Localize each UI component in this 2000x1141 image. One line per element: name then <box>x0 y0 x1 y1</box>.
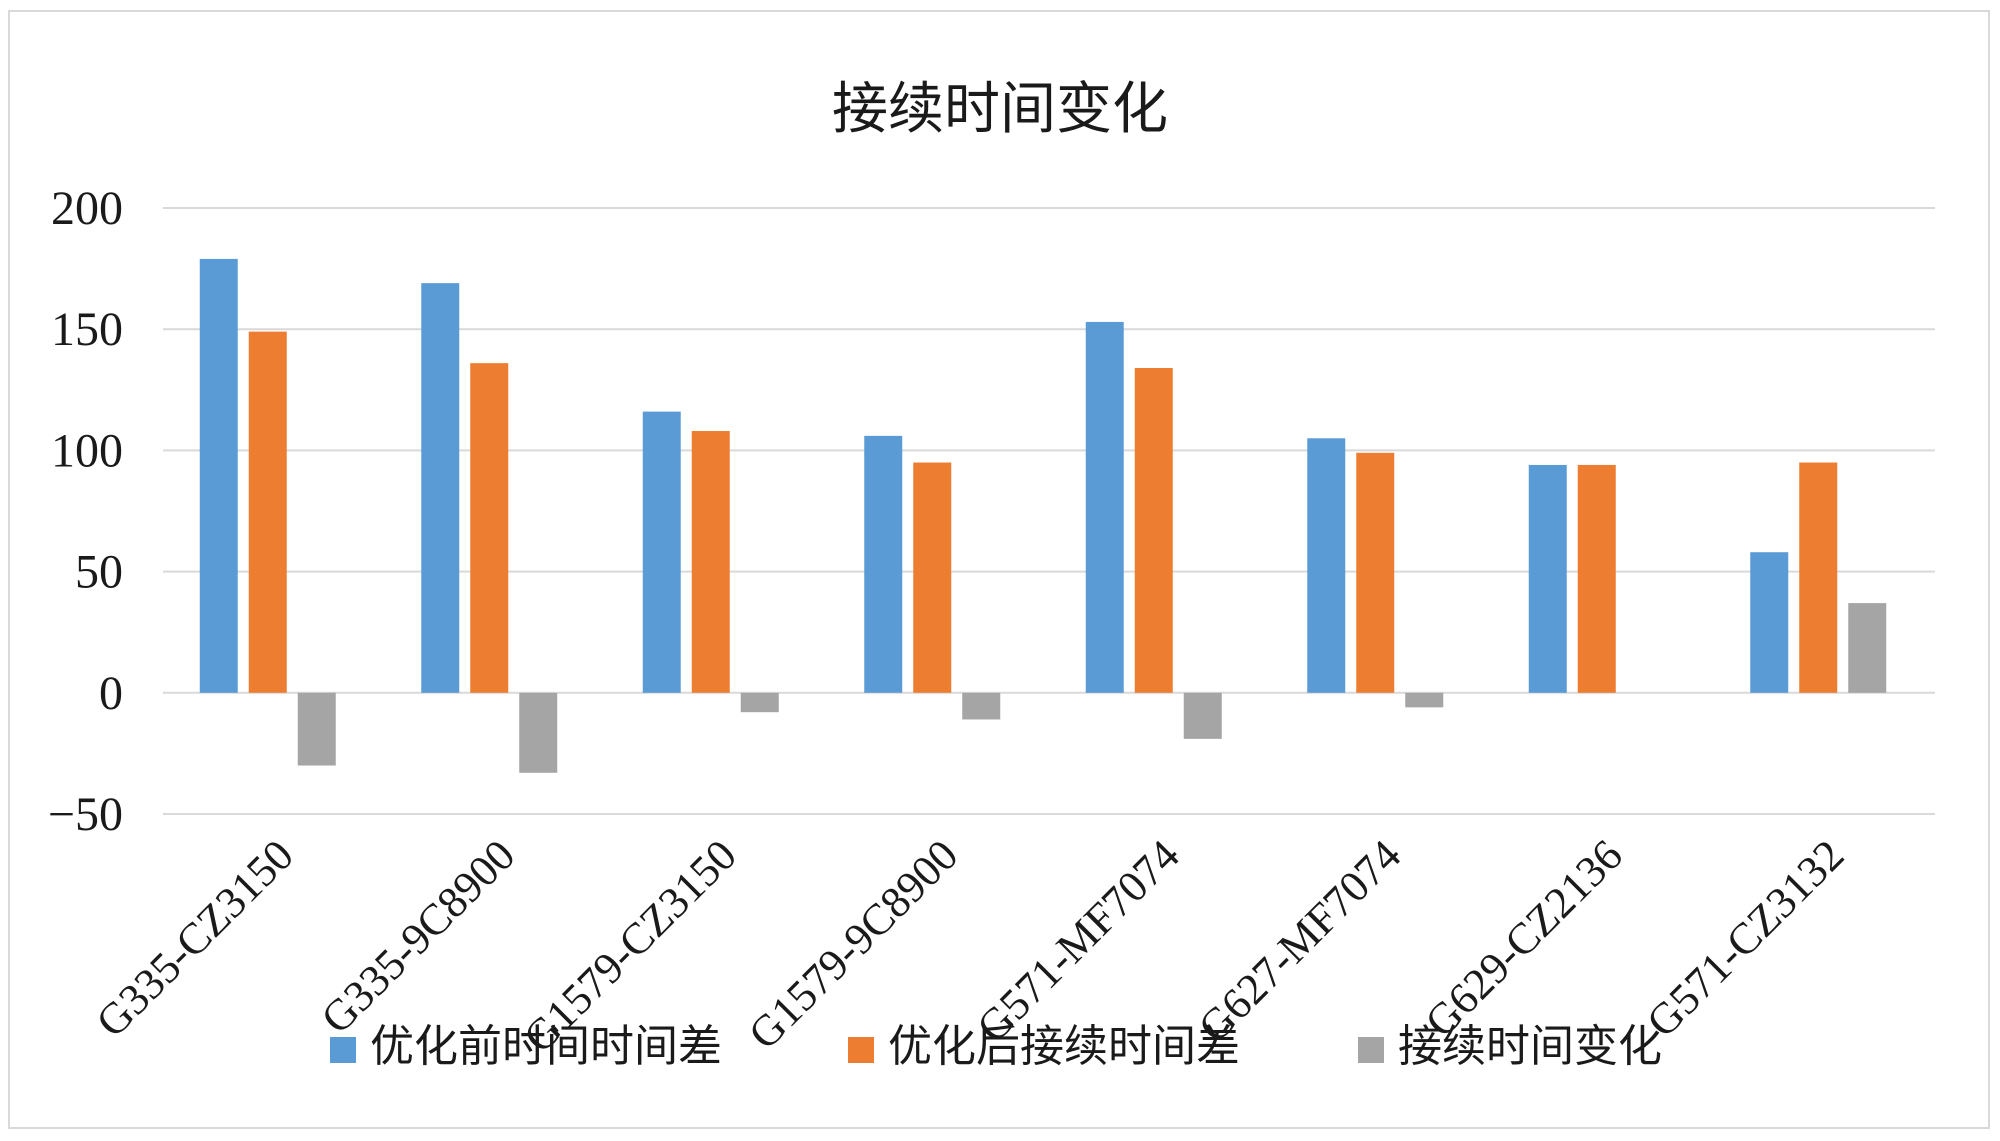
y-axis-tick-labels: 200 150 100 50 0 −50 <box>48 182 123 841</box>
bar <box>1799 462 1838 693</box>
chart-title: 接续时间变化 <box>832 79 1168 141</box>
x-category-label: G629-CZ2136 <box>1416 830 1632 1046</box>
chart-frame <box>8 10 1990 1129</box>
bar <box>642 411 681 693</box>
bar <box>248 331 287 693</box>
bar <box>1848 603 1887 693</box>
legend-label: 优化后接续时间差 <box>888 1022 1240 1071</box>
legend-label: 接续时间变化 <box>1398 1022 1662 1071</box>
legend-swatch <box>330 1037 356 1063</box>
bars <box>199 258 1887 773</box>
y-tick-label: 50 <box>75 546 123 599</box>
y-tick-label: 200 <box>51 182 123 235</box>
bar <box>913 462 952 693</box>
y-tick-label: 0 <box>99 667 123 720</box>
y-tick-label: 150 <box>51 303 123 356</box>
bar <box>1085 321 1124 693</box>
x-category-label: G571-MF7074 <box>967 830 1188 1051</box>
bar <box>199 258 238 693</box>
bar <box>519 692 558 773</box>
x-category-label: G335-9C8900 <box>312 830 525 1043</box>
bar <box>691 431 730 693</box>
bar <box>1750 552 1789 693</box>
bar <box>962 692 1001 720</box>
bar <box>1307 438 1346 693</box>
bar <box>470 363 509 693</box>
legend-swatch <box>848 1037 874 1063</box>
x-category-label: G335-CZ3150 <box>87 830 303 1046</box>
legend-swatch <box>1358 1037 1384 1063</box>
bar <box>421 283 460 693</box>
bar <box>1405 692 1444 708</box>
bar <box>1577 464 1616 693</box>
x-category-label: G627-MF7074 <box>1189 830 1410 1051</box>
bar <box>1356 452 1395 693</box>
legend: 优化前时间时间差 优化后接续时间差 接续时间变化 <box>330 1022 1662 1071</box>
bar <box>1183 692 1222 739</box>
legend-label: 优化前时间时间差 <box>370 1022 722 1071</box>
bar <box>297 692 336 766</box>
y-tick-label: 100 <box>51 424 123 477</box>
bar <box>1528 464 1567 693</box>
bar <box>1134 367 1173 693</box>
bar <box>864 435 903 693</box>
legend-item: 优化前时间时间差 <box>330 1022 722 1071</box>
legend-item: 接续时间变化 <box>1358 1022 1662 1071</box>
legend-item: 优化后接续时间差 <box>848 1022 1240 1071</box>
x-category-label: G571-CZ3132 <box>1637 830 1853 1046</box>
y-tick-label: −50 <box>48 788 123 841</box>
bar <box>740 692 779 713</box>
